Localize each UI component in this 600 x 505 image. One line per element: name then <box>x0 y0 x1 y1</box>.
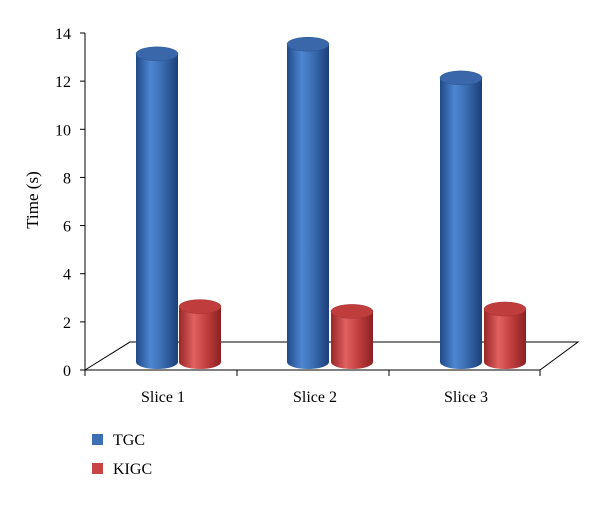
bar-tgc-3 <box>439 70 483 370</box>
y-axis-label: Time (s) <box>23 171 42 228</box>
y-tick-label: 4 <box>63 267 71 284</box>
x-axis-ticks: Slice 1 Slice 2 Slice 3 <box>84 370 541 406</box>
y-tick-label: 12 <box>55 74 71 91</box>
bar-kigc-2 <box>330 304 374 369</box>
bar-kigc-3 <box>483 301 527 369</box>
bar-tgc-1 <box>135 46 179 369</box>
legend-label-tgc: TGC <box>113 432 145 449</box>
y-tick-label: 10 <box>55 122 71 139</box>
y-tick-label: 0 <box>63 363 71 380</box>
legend-swatch-tgc <box>92 434 103 445</box>
y-tick-label: 6 <box>63 219 71 236</box>
x-tick-label: Slice 3 <box>444 389 488 406</box>
y-tick-label: 8 <box>63 170 71 187</box>
x-tick-label: Slice 1 <box>141 389 185 406</box>
y-axis-ticks: 0 2 4 6 8 10 12 14 <box>55 26 85 380</box>
legend-swatch-kigc <box>92 463 103 474</box>
legend-label-kigc: KIGC <box>113 461 152 478</box>
chart-bars <box>135 36 527 370</box>
y-tick-label: 14 <box>55 26 71 43</box>
legend: TGC KIGC <box>92 432 152 478</box>
bar-tgc-2 <box>286 36 330 369</box>
y-tick-label: 2 <box>63 315 71 332</box>
x-tick-label: Slice 2 <box>293 389 337 406</box>
bar-kigc-1 <box>178 299 222 369</box>
